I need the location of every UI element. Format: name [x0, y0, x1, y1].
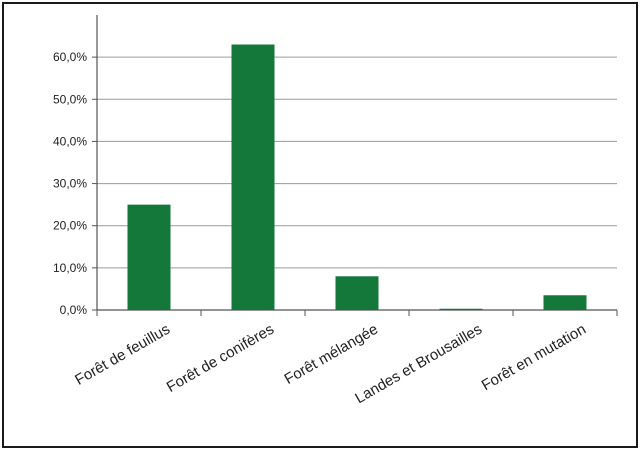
- bar: [439, 308, 483, 310]
- x-category-label: Forêt de conifères: [164, 321, 277, 396]
- x-category-label: Forêt en mutation: [479, 321, 589, 395]
- y-tick-label: 20,0%: [53, 219, 87, 233]
- bar: [127, 204, 171, 310]
- y-tick-label: 10,0%: [53, 261, 87, 275]
- bar: [231, 44, 275, 310]
- y-tick-label: 50,0%: [53, 92, 87, 106]
- bar: [335, 276, 379, 310]
- y-tick-label: 40,0%: [53, 134, 87, 148]
- x-category-label: Forêt de feuillus: [72, 321, 173, 389]
- chart-frame: [2, 2, 638, 448]
- y-tick-label: 60,0%: [53, 50, 87, 64]
- y-tick-label: 30,0%: [53, 177, 87, 191]
- y-tick-label: 0,0%: [60, 303, 88, 317]
- bar: [543, 295, 587, 310]
- x-category-label: Forêt mélangée: [282, 321, 381, 388]
